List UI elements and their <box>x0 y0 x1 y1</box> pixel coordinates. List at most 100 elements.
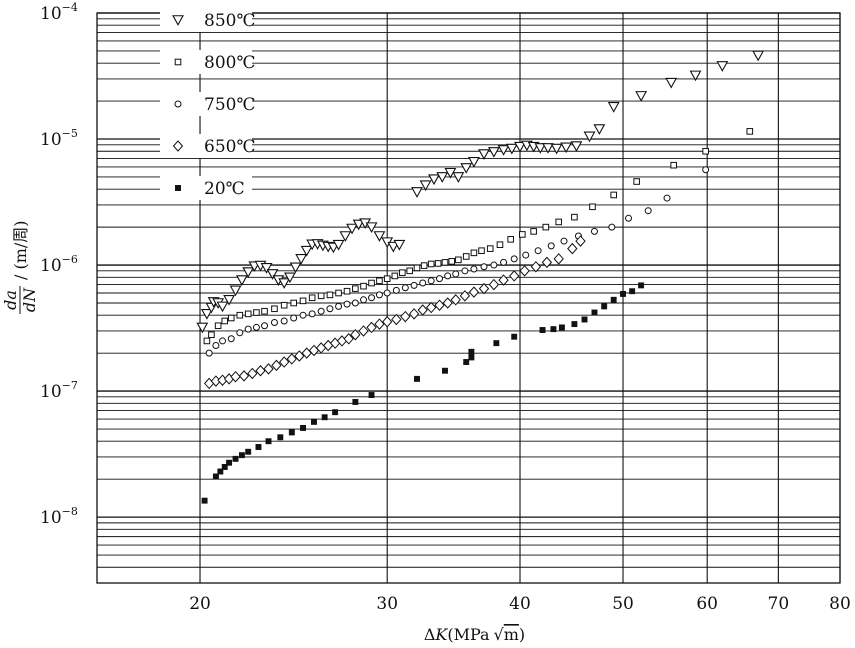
data-point <box>366 321 377 334</box>
data-point <box>670 161 677 169</box>
data-point <box>601 303 608 310</box>
data-point <box>332 409 339 416</box>
data-point <box>368 392 375 398</box>
data-point <box>467 156 480 168</box>
data-point <box>593 124 606 135</box>
data-point <box>629 288 636 295</box>
data-point <box>511 333 518 340</box>
data-point <box>299 311 307 319</box>
x-tick-labels: 20 30 40 50 60 70 80 <box>189 594 851 614</box>
data-point <box>227 314 235 322</box>
data-point <box>308 310 316 318</box>
data-point <box>399 269 406 276</box>
data-point <box>702 166 710 174</box>
y-axis-label: da dN / (m/周) <box>1 220 39 314</box>
data-point <box>387 241 400 253</box>
data-point <box>374 318 385 330</box>
series-0 <box>196 50 765 334</box>
x-label-sqrt: √ <box>494 625 505 644</box>
data-point <box>702 147 709 155</box>
data-point <box>196 322 209 334</box>
data-point <box>530 228 537 235</box>
data-point <box>539 327 546 333</box>
data-point <box>716 61 729 72</box>
data-point <box>317 292 325 300</box>
data-point <box>461 267 469 275</box>
data-point <box>321 414 328 421</box>
data-point <box>410 281 418 289</box>
data-point <box>455 256 462 264</box>
data-point <box>665 77 678 89</box>
data-point <box>238 452 245 459</box>
plot-frame <box>96 12 841 584</box>
data-point <box>478 149 490 160</box>
series-1 <box>203 128 754 345</box>
data-point <box>505 143 518 155</box>
data-point <box>486 245 494 252</box>
legend-marker <box>172 140 184 152</box>
data-point <box>230 370 241 383</box>
data-point <box>581 316 588 323</box>
data-point <box>229 285 242 297</box>
x-label-sqrt-arg: m <box>504 625 519 644</box>
data-point <box>288 429 295 436</box>
data-point <box>426 301 437 314</box>
data-point <box>317 307 325 315</box>
data-point <box>271 305 278 313</box>
data-point <box>265 438 272 445</box>
data-point <box>547 242 555 250</box>
legend-marker <box>172 15 184 26</box>
data-point <box>383 275 391 282</box>
x-tick-label: 40 <box>509 594 531 614</box>
x-tick-label: 70 <box>768 594 790 614</box>
data-point <box>553 253 564 265</box>
data-point <box>365 222 378 233</box>
data-point <box>326 305 334 313</box>
data-point <box>490 261 498 269</box>
legend-label: 850℃ <box>204 11 255 31</box>
data-point <box>625 214 633 222</box>
data-point <box>286 353 297 365</box>
data-point <box>470 265 478 273</box>
data-point <box>644 207 652 215</box>
data-point <box>350 328 361 341</box>
data-point <box>277 434 284 441</box>
legend-label: 750℃ <box>204 95 255 115</box>
data-point <box>514 141 526 153</box>
data-point <box>478 247 485 254</box>
data-point <box>339 231 352 242</box>
data-point <box>478 282 490 295</box>
data-point <box>408 308 420 320</box>
data-point <box>487 147 500 158</box>
x-label-unit-close: ) <box>519 625 525 644</box>
data-point <box>583 131 596 143</box>
data-point <box>212 341 220 349</box>
data-point <box>550 326 557 333</box>
data-point <box>300 424 306 431</box>
data-point <box>289 262 302 274</box>
data-point <box>360 296 368 304</box>
data-point <box>589 203 596 211</box>
data-point <box>253 309 260 316</box>
legend-label: 800℃ <box>204 53 255 73</box>
data-point <box>295 254 308 265</box>
data-point <box>311 418 317 425</box>
data-point <box>300 245 313 257</box>
data-point <box>261 322 269 330</box>
y-label-unit: / (m/周) <box>11 220 30 280</box>
data-point <box>570 141 583 152</box>
data-point <box>247 367 258 380</box>
data-point <box>427 277 435 285</box>
data-point <box>560 142 573 154</box>
data-point <box>382 315 393 328</box>
data-point <box>500 258 508 266</box>
series-4 <box>201 282 645 504</box>
data-point <box>428 174 440 186</box>
legend-marker <box>174 100 182 108</box>
data-point <box>411 187 423 198</box>
y-label-denominator: dN <box>20 287 39 312</box>
data-point <box>452 172 465 183</box>
x-tick-label: 80 <box>829 594 851 614</box>
data-point <box>351 299 359 307</box>
data-point <box>406 267 414 275</box>
